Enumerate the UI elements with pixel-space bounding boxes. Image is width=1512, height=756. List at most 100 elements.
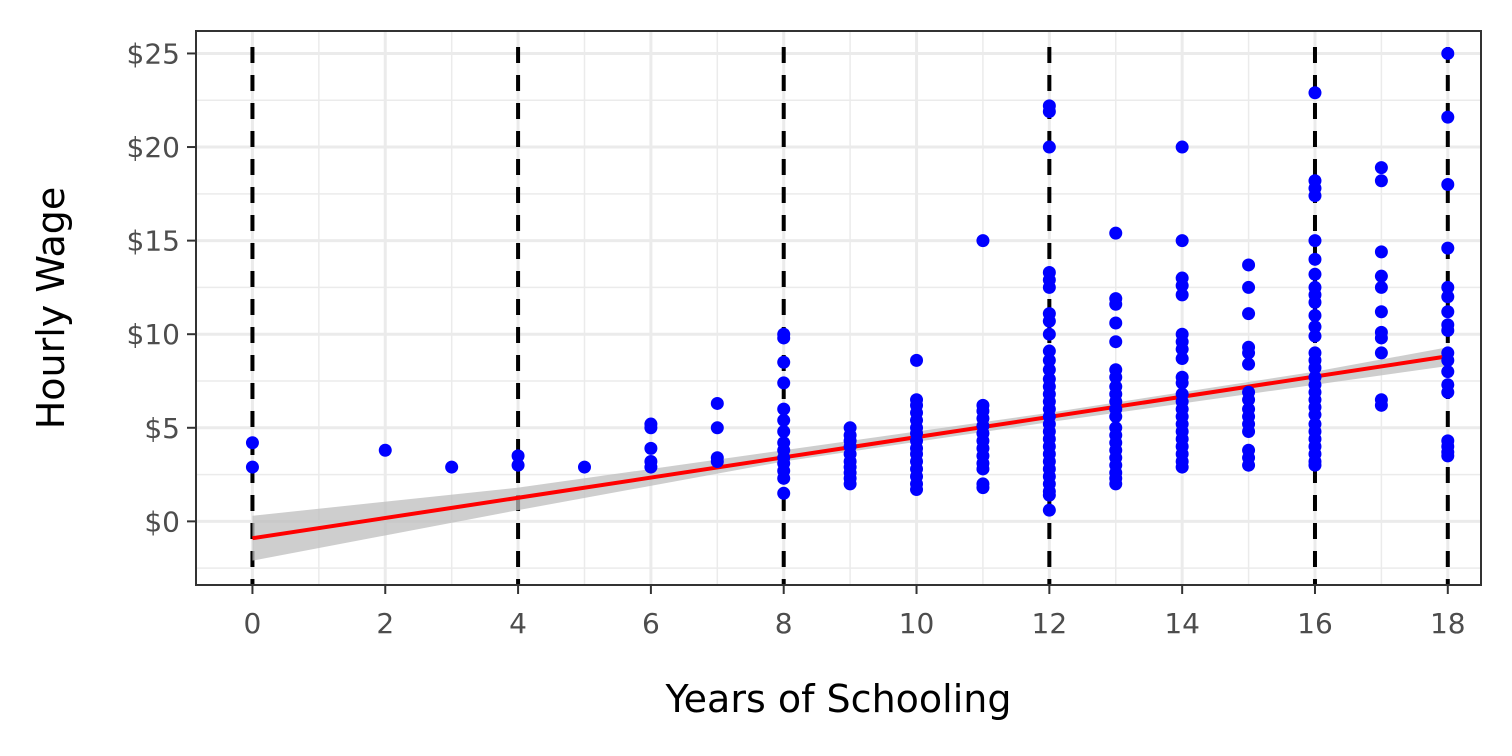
- data-point: [1175, 279, 1189, 293]
- data-point: [777, 486, 791, 500]
- data-point: [777, 402, 791, 416]
- x-axis-title: Years of Schooling: [665, 677, 1012, 721]
- data-point: [378, 443, 392, 457]
- data-point: [1308, 320, 1322, 334]
- data-point: [1109, 226, 1123, 240]
- data-point: [1308, 189, 1322, 203]
- data-point: [1441, 110, 1455, 124]
- data-point: [1042, 140, 1056, 154]
- data-point: [511, 449, 525, 463]
- data-point: [1308, 295, 1322, 309]
- y-tick-label: $15: [127, 225, 180, 258]
- data-point: [1042, 327, 1056, 341]
- data-point: [1308, 252, 1322, 266]
- data-point: [1374, 305, 1388, 319]
- data-point: [1441, 449, 1455, 463]
- data-point: [1042, 353, 1056, 367]
- data-point: [710, 454, 724, 468]
- data-point: [1308, 234, 1322, 248]
- data-point: [1109, 410, 1123, 424]
- data-point: [445, 460, 459, 474]
- data-point: [1109, 335, 1123, 349]
- data-point: [1308, 267, 1322, 281]
- x-tick-label: 2: [376, 607, 394, 640]
- x-tick-label: 6: [642, 607, 660, 640]
- data-point: [577, 460, 591, 474]
- data-point: [1374, 161, 1388, 175]
- data-point: [245, 460, 259, 474]
- data-point: [1308, 408, 1322, 422]
- panel-border: [195, 30, 1482, 586]
- x-tick-label: 8: [775, 607, 793, 640]
- data-point: [511, 458, 525, 472]
- data-point: [1175, 288, 1189, 302]
- data-point: [1374, 280, 1388, 294]
- data-point: [1175, 140, 1189, 154]
- x-tick-label: 12: [1032, 607, 1068, 640]
- data-point: [1441, 305, 1455, 319]
- data-point: [1441, 46, 1455, 60]
- data-point: [644, 441, 658, 455]
- x-tick-label: 0: [244, 607, 262, 640]
- y-axis-ticks: $0 $5 $10 $15 $20 $25: [127, 37, 196, 538]
- y-tick-label: $25: [127, 37, 180, 70]
- data-point: [1441, 290, 1455, 304]
- data-point: [1441, 365, 1455, 379]
- data-point: [644, 421, 658, 435]
- data-point: [1175, 352, 1189, 366]
- x-tick-label: 4: [509, 607, 527, 640]
- data-point: [1441, 353, 1455, 367]
- data-point: [710, 396, 724, 410]
- data-point: [644, 460, 658, 474]
- data-point: [1242, 258, 1256, 272]
- data-point: [1374, 269, 1388, 283]
- data-point: [1242, 346, 1256, 360]
- data-point: [777, 425, 791, 439]
- data-point: [1242, 357, 1256, 371]
- data-point: [1109, 477, 1123, 491]
- data-point: [1042, 503, 1056, 517]
- data-point: [1308, 458, 1322, 472]
- data-point: [1308, 361, 1322, 375]
- data-point: [1175, 342, 1189, 356]
- data-point: [1242, 458, 1256, 472]
- data-point: [1441, 323, 1455, 337]
- data-points: [245, 46, 1455, 517]
- x-tick-label: 10: [899, 607, 935, 640]
- data-point: [1042, 344, 1056, 358]
- data-point: [976, 234, 990, 248]
- data-point: [1109, 297, 1123, 311]
- data-point: [1308, 308, 1322, 322]
- data-point: [710, 421, 724, 435]
- data-point: [1374, 174, 1388, 188]
- data-point: [1109, 316, 1123, 330]
- data-point: [1441, 241, 1455, 255]
- data-point: [1374, 331, 1388, 345]
- data-point: [1441, 280, 1455, 294]
- data-point: [777, 471, 791, 485]
- y-tick-label: $5: [144, 412, 180, 445]
- data-point: [1374, 245, 1388, 259]
- data-point: [1242, 425, 1256, 439]
- data-point: [777, 413, 791, 427]
- data-point: [1308, 329, 1322, 343]
- data-point: [777, 355, 791, 369]
- data-point: [1175, 234, 1189, 248]
- x-tick-label: 18: [1430, 607, 1466, 640]
- y-axis-title: Hourly Wage: [29, 187, 73, 430]
- data-point: [1374, 346, 1388, 360]
- data-point: [1042, 314, 1056, 328]
- data-point: [910, 483, 924, 497]
- y-tick-label: $0: [144, 505, 180, 538]
- data-point: [843, 477, 857, 491]
- data-point: [1042, 104, 1056, 118]
- data-point: [1242, 307, 1256, 321]
- x-tick-label: 16: [1297, 607, 1333, 640]
- data-point: [910, 353, 924, 367]
- data-point: [1109, 370, 1123, 384]
- data-point: [1242, 393, 1256, 407]
- data-point: [1175, 376, 1189, 390]
- data-point: [976, 481, 990, 495]
- data-point: [1441, 385, 1455, 399]
